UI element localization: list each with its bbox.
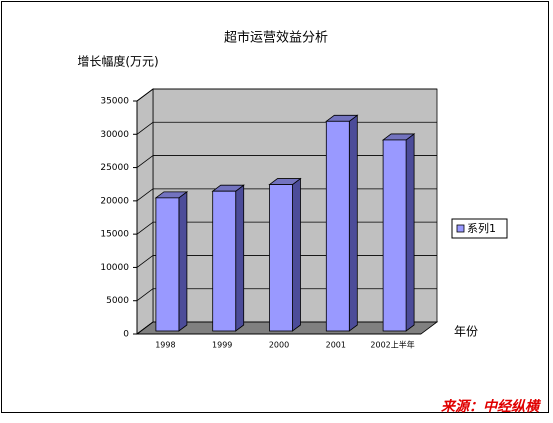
grid-line (136, 155, 154, 168)
x-tick-label: 2001 (326, 341, 346, 350)
y-tick-label: 15000 (100, 230, 129, 240)
bar (212, 190, 237, 332)
grid-line (136, 188, 154, 202)
source: 来源：中经纵横 (441, 398, 542, 415)
chart-title: 超市运营效益分析 (224, 30, 328, 46)
x-tick-label: 1999 (212, 341, 232, 350)
bar (269, 184, 293, 332)
bar-side (178, 191, 188, 332)
bar-side (235, 184, 245, 332)
bar-side (292, 177, 301, 332)
plot-area: 0 5000 10000 15000 20000 25000 30000 35000 1998 1… (100, 88, 508, 350)
y-tick-label: 30000 (100, 130, 129, 140)
grid-line (136, 221, 154, 235)
bar-side (405, 133, 415, 332)
legend-swatch (456, 224, 465, 233)
grid-line (136, 288, 154, 302)
y-tick-label: 20000 (100, 196, 129, 206)
y-tick-label: 10000 (100, 263, 129, 273)
x-tick-label: 2000 (269, 341, 289, 350)
x-axis-label: 年份 (454, 325, 478, 339)
grid-line (136, 121, 154, 135)
y-tick-label: 5000 (106, 296, 129, 306)
bar (155, 197, 180, 332)
y-tick-label: 25000 (100, 163, 129, 173)
y-axis-label: 增长幅度(万元) (77, 54, 158, 69)
grid-line (136, 255, 154, 268)
side-wall (136, 88, 154, 335)
x-tick-label: 1998 (155, 341, 175, 350)
grid-line (136, 88, 154, 102)
y-tick-label: 35000 (100, 97, 129, 107)
bar (325, 120, 350, 332)
grid-line (136, 321, 154, 335)
legend-box (451, 218, 508, 239)
x-tick-label: 2002上半年 (370, 340, 414, 350)
legend-label: 系列1 (467, 221, 496, 235)
bar-side (348, 114, 358, 332)
bar (382, 139, 407, 332)
y-tick-label: 0 (123, 330, 129, 340)
